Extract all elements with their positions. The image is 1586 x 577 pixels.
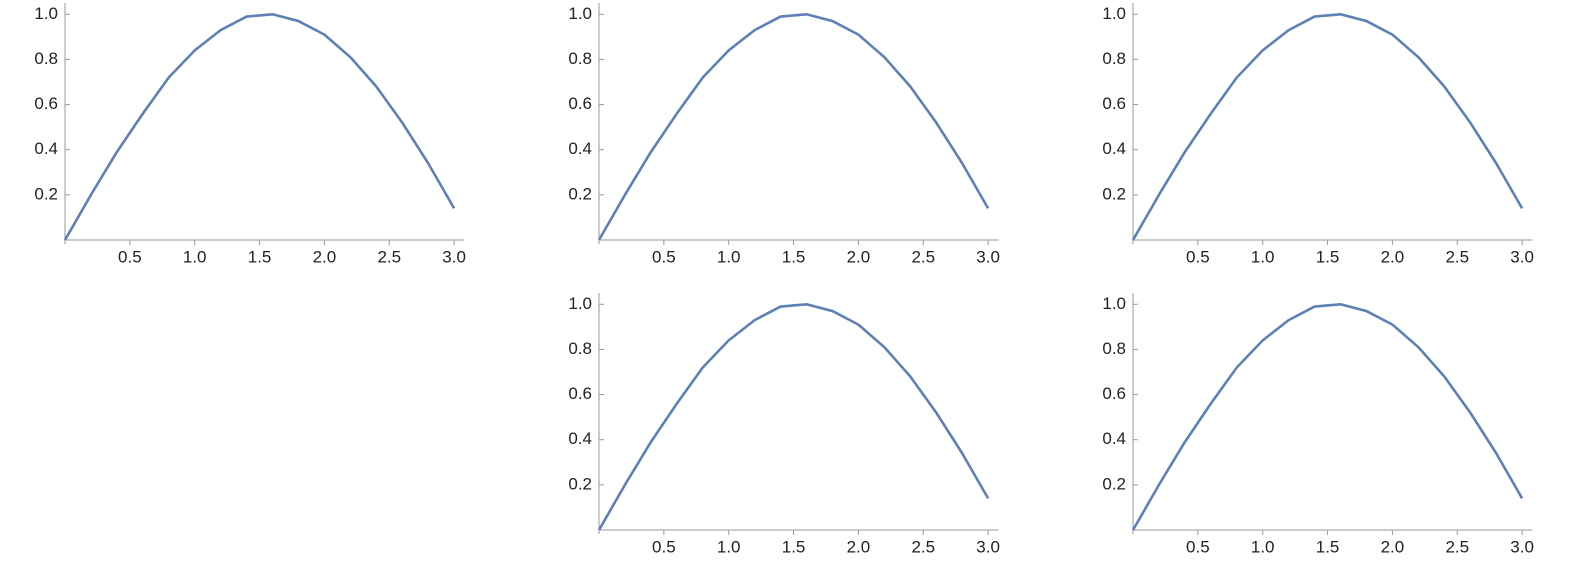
y-tick-label: 0.8: [568, 339, 592, 358]
x-tick-label: 1.0: [183, 247, 207, 266]
x-tick-label: 2.0: [847, 537, 871, 556]
x-tick-label: 2.5: [1445, 537, 1469, 556]
x-tick-label: 2.5: [911, 537, 935, 556]
x-tick-label: 1.5: [248, 247, 272, 266]
x-tick-label: 2.0: [1381, 247, 1405, 266]
data-line: [597, 302, 990, 531]
data-line: [1131, 302, 1524, 531]
y-tick-label: 0.4: [1102, 429, 1126, 448]
y-tick-label: 0.4: [1102, 139, 1126, 158]
y-tick-label: 1.0: [1102, 4, 1126, 23]
y-tick-label: 0.2: [34, 184, 58, 203]
data-line: [1131, 12, 1524, 241]
y-tick-label: 1.0: [34, 4, 58, 23]
x-tick-label: 1.5: [782, 537, 806, 556]
x-tick-label: 1.0: [1251, 247, 1275, 266]
y-tick-label: 0.6: [1102, 384, 1126, 403]
x-tick-label: 3.0: [1510, 537, 1534, 556]
x-tick-label: 0.5: [652, 537, 676, 556]
y-tick-label: 0.2: [568, 474, 592, 493]
x-tick-label: 1.0: [717, 247, 741, 266]
y-tick-label: 0.8: [34, 49, 58, 68]
y-tick-label: 0.6: [568, 384, 592, 403]
x-tick-label: 3.0: [976, 537, 1000, 556]
y-tick-label: 0.8: [1102, 339, 1126, 358]
x-tick-label: 3.0: [442, 247, 466, 266]
y-tick-label: 0.4: [568, 429, 592, 448]
x-tick-label: 1.0: [717, 537, 741, 556]
x-tick-label: 2.5: [911, 247, 935, 266]
x-tick-label: 0.5: [1186, 537, 1210, 556]
y-tick-label: 0.2: [1102, 184, 1126, 203]
x-tick-label: 2.0: [313, 247, 337, 266]
data-line: [63, 12, 456, 241]
y-tick-label: 0.4: [34, 139, 58, 158]
y-tick-label: 0.6: [1102, 94, 1126, 113]
x-tick-label: 1.5: [782, 247, 806, 266]
y-tick-label: 0.2: [1102, 474, 1126, 493]
x-tick-label: 3.0: [976, 247, 1000, 266]
x-tick-label: 2.5: [377, 247, 401, 266]
x-tick-label: 1.5: [1316, 537, 1340, 556]
x-tick-label: 0.5: [1186, 247, 1210, 266]
x-tick-label: 0.5: [118, 247, 142, 266]
x-tick-label: 1.0: [1251, 537, 1275, 556]
x-tick-label: 2.0: [1381, 537, 1405, 556]
y-tick-label: 0.6: [34, 94, 58, 113]
x-tick-label: 2.5: [1445, 247, 1469, 266]
y-tick-label: 0.4: [568, 139, 592, 158]
y-tick-label: 0.8: [1102, 49, 1126, 68]
x-tick-label: 3.0: [1510, 247, 1534, 266]
y-tick-label: 1.0: [1102, 294, 1126, 313]
y-tick-label: 0.6: [568, 94, 592, 113]
x-tick-label: 0.5: [652, 247, 676, 266]
y-tick-label: 0.8: [568, 49, 592, 68]
data-line: [597, 12, 990, 241]
x-tick-label: 2.0: [847, 247, 871, 266]
y-tick-label: 1.0: [568, 4, 592, 23]
y-tick-label: 0.2: [568, 184, 592, 203]
y-tick-label: 1.0: [568, 294, 592, 313]
x-tick-label: 1.5: [1316, 247, 1340, 266]
